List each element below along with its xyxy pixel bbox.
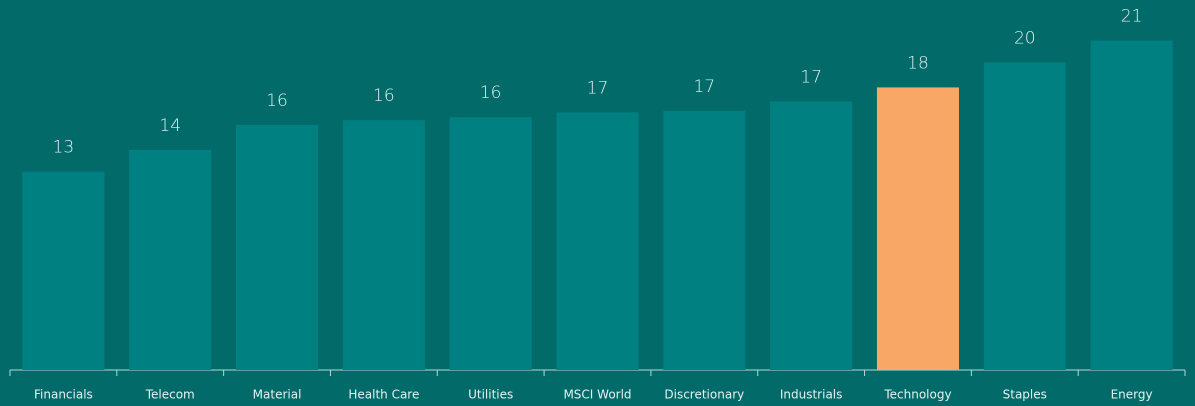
bar (236, 124, 319, 370)
data-label: 21 (1121, 7, 1143, 27)
bar (876, 87, 959, 371)
data-label: 17 (800, 67, 822, 87)
data-label: 16 (480, 83, 502, 103)
bar (770, 101, 853, 370)
bar (663, 110, 746, 371)
x-tick-label: Health Care (348, 388, 419, 402)
data-label: 16 (373, 86, 395, 106)
x-tick-label: Energy (1111, 388, 1153, 402)
data-label: 20 (1014, 28, 1036, 48)
data-label: 17 (587, 78, 609, 98)
x-tick-label: Telecom (145, 388, 195, 402)
x-tick-label: Industrials (780, 388, 843, 402)
bar (1090, 40, 1173, 370)
data-label: 14 (159, 116, 181, 136)
x-tick-label: Technology (883, 388, 951, 402)
bar (22, 171, 105, 370)
x-tick-label: Discretionary (664, 388, 744, 402)
bar (983, 62, 1066, 370)
x-tick-label: Material (253, 388, 302, 402)
x-tick-label: Financials (34, 388, 93, 402)
data-label: 16 (266, 91, 288, 111)
bar (449, 117, 532, 370)
x-tick-label: Utilities (468, 388, 513, 402)
x-tick-label: Staples (1003, 388, 1047, 402)
bar (342, 120, 425, 370)
data-label: 18 (907, 53, 929, 73)
bar (129, 149, 212, 370)
bar (556, 112, 639, 370)
x-tick-label: MSCI World (563, 388, 631, 402)
data-label: 13 (53, 138, 75, 158)
data-label: 17 (693, 77, 715, 97)
